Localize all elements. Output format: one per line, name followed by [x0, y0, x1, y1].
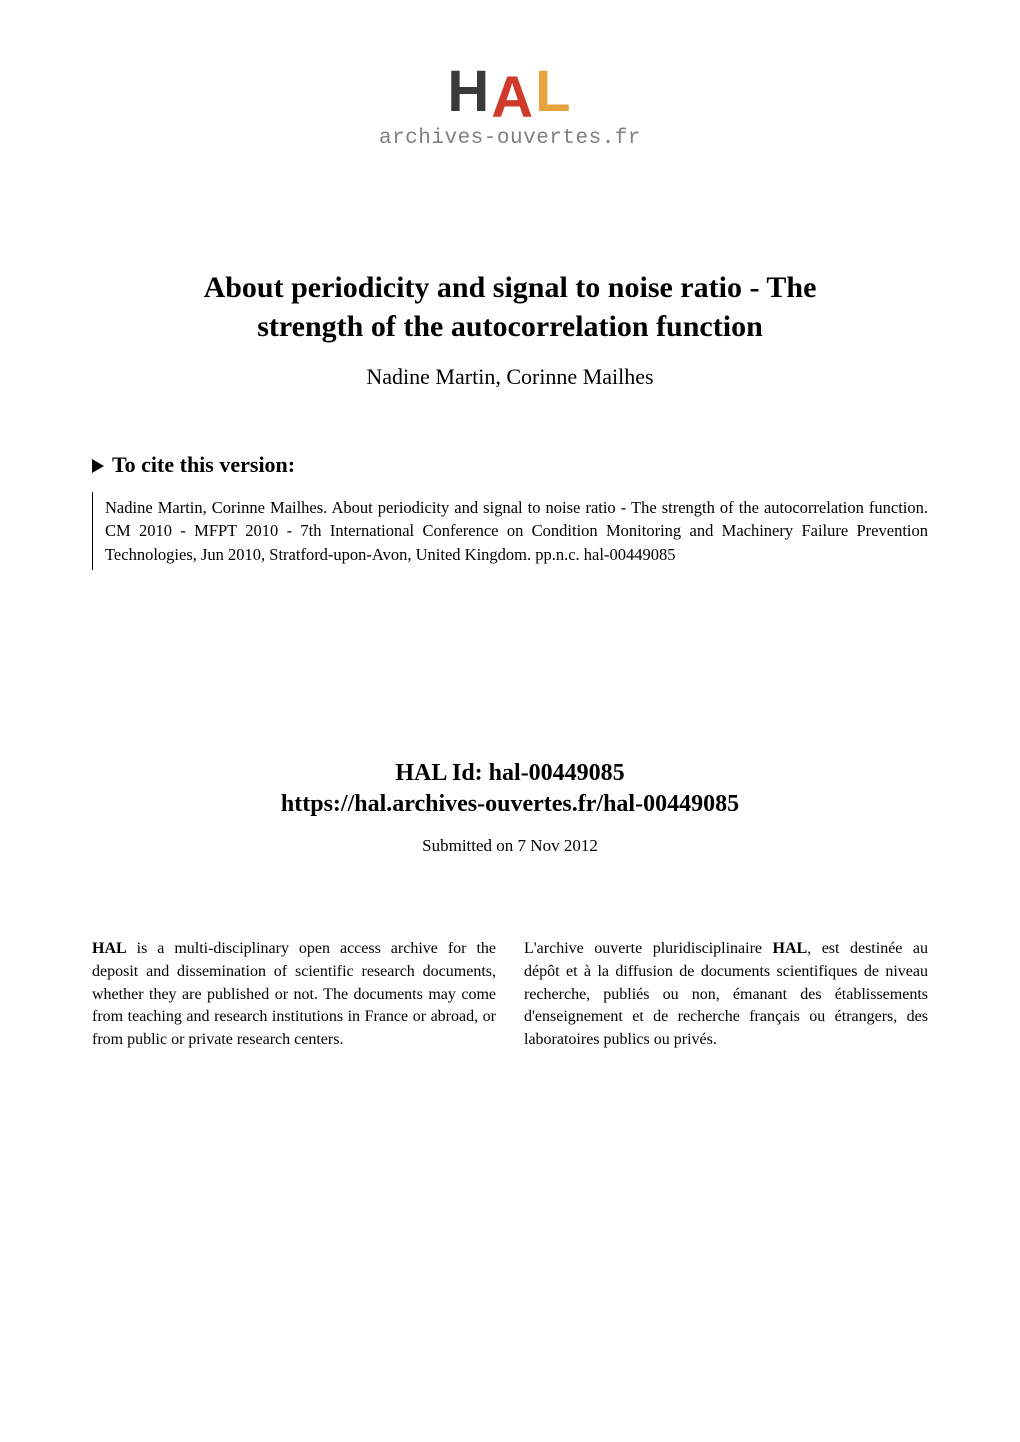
column-left-rest: is a multi-disciplinary open access arch… [92, 940, 496, 1048]
hal-logo: HAL archives-ouvertes.fr [379, 58, 641, 150]
cite-header-text: To cite this version: [112, 452, 295, 477]
hal-id-block: HAL Id: hal-00449085 https://hal.archive… [0, 760, 1020, 856]
cite-block: To cite this version: Nadine Martin, Cor… [0, 452, 1020, 570]
hal-id-label: HAL Id: hal-00449085 [0, 760, 1020, 787]
paper-title-line1: About periodicity and signal to noise ra… [204, 271, 817, 304]
column-right-lead: HAL [773, 940, 808, 957]
submitted-date: Submitted on 7 Nov 2012 [0, 836, 1020, 856]
column-right: L'archive ouverte pluridisciplinaire HAL… [524, 938, 928, 1052]
title-block: About periodicity and signal to noise ra… [0, 268, 1020, 390]
triangle-right-icon [92, 459, 104, 473]
column-left: HAL is a multi-disciplinary open access … [92, 938, 496, 1052]
description-columns: HAL is a multi-disciplinary open access … [0, 938, 1020, 1052]
hal-logo-tagline: archives-ouvertes.fr [379, 127, 641, 150]
hal-logo-letters: HAL [379, 58, 641, 125]
logo-letter-h: H [447, 59, 491, 124]
paper-title: About periodicity and signal to noise ra… [80, 268, 940, 346]
paper-authors: Nadine Martin, Corinne Mailhes [80, 364, 940, 390]
cite-header: To cite this version: [92, 452, 928, 478]
column-left-lead: HAL [92, 940, 127, 957]
column-right-pre: L'archive ouverte pluridisciplinaire [524, 940, 773, 957]
logo-letter-l: L [535, 59, 572, 124]
paper-title-line2: strength of the autocorrelation function [257, 310, 763, 343]
hal-logo-block: HAL archives-ouvertes.fr [0, 0, 1020, 150]
hal-url[interactable]: https://hal.archives-ouvertes.fr/hal-004… [0, 791, 1020, 818]
logo-letter-a: A [491, 65, 535, 130]
cite-body: Nadine Martin, Corinne Mailhes. About pe… [92, 492, 928, 570]
